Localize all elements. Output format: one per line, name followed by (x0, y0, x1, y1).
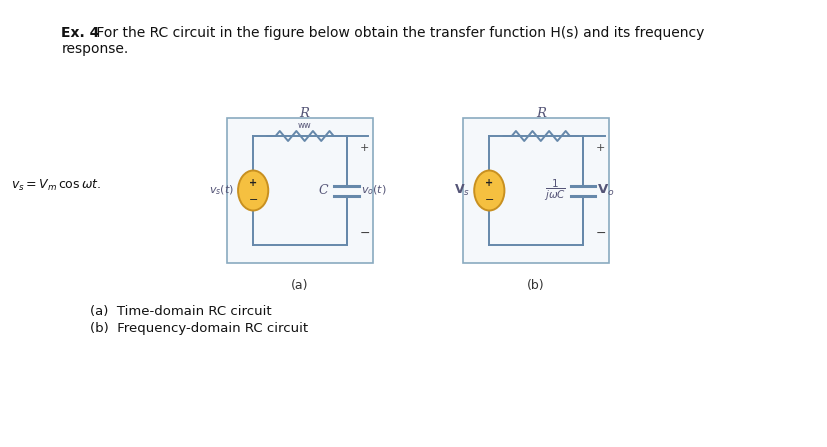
Text: −: − (248, 194, 257, 204)
Bar (462, 118, 609, 263)
Text: (a): (a) (291, 279, 308, 292)
Text: R: R (299, 107, 309, 120)
Text: +: + (595, 143, 605, 153)
Text: (a)  Time-domain RC circuit: (a) Time-domain RC circuit (89, 305, 271, 318)
Text: +: + (360, 143, 369, 153)
Text: response.: response. (61, 42, 128, 56)
Text: $\dfrac{1}{j\omega C}$: $\dfrac{1}{j\omega C}$ (543, 178, 565, 203)
Text: Ex. 4: Ex. 4 (61, 26, 100, 40)
Text: $v_s(t)$: $v_s(t)$ (209, 184, 234, 197)
Text: −: − (595, 227, 606, 240)
Text: ww: ww (298, 121, 311, 130)
Text: $\mathbf{V}_o$: $\mathbf{V}_o$ (596, 183, 614, 198)
Text: C: C (318, 184, 327, 197)
Text: +: + (485, 178, 493, 188)
Text: (b)  Frequency-domain RC circuit: (b) Frequency-domain RC circuit (89, 322, 308, 335)
Text: +: + (249, 178, 257, 188)
Text: (b): (b) (527, 279, 544, 292)
Text: −: − (484, 194, 494, 204)
Text: −: − (360, 227, 370, 240)
Text: $v_o(t)$: $v_o(t)$ (361, 184, 386, 197)
Ellipse shape (474, 170, 504, 211)
Text: $v_s = V_m\,\mathrm{cos}\,\omega t.$: $v_s = V_m\,\mathrm{cos}\,\omega t.$ (12, 178, 102, 193)
Bar (227, 118, 373, 263)
Text: $\mathbf{V}_s$: $\mathbf{V}_s$ (454, 183, 470, 198)
Ellipse shape (237, 170, 268, 211)
Text: For the RC circuit in the figure below obtain the transfer function H(s) and its: For the RC circuit in the figure below o… (92, 26, 703, 40)
Text: R: R (535, 107, 545, 120)
